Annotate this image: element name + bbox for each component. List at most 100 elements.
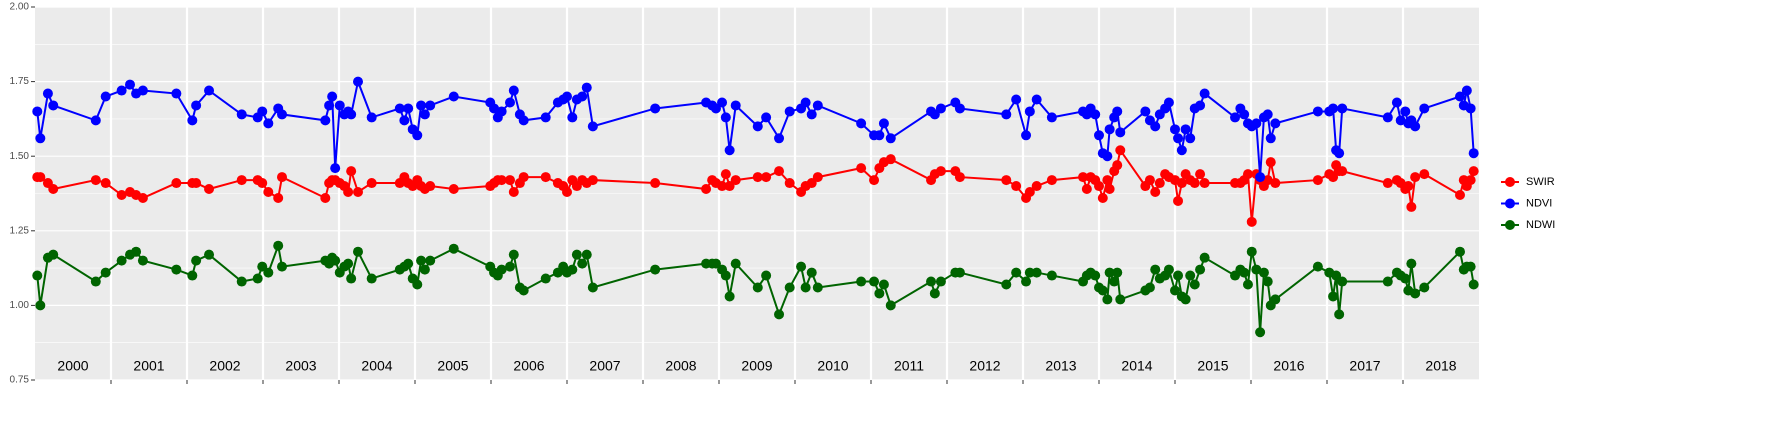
data-point: [320, 115, 331, 126]
data-point: [869, 175, 880, 186]
year-label: 2013: [1045, 358, 1076, 374]
data-point: [1410, 172, 1421, 183]
data-point: [1021, 276, 1032, 287]
data-point: [116, 255, 127, 266]
data-point: [1104, 124, 1115, 135]
year-label: 2017: [1349, 358, 1380, 374]
data-point: [1180, 294, 1191, 305]
data-point: [540, 112, 551, 123]
data-point: [724, 291, 735, 302]
data-point: [800, 282, 811, 293]
data-point: [571, 249, 582, 260]
legend-label: SWIR: [1526, 176, 1555, 188]
data-point: [1455, 246, 1465, 257]
data-point: [1195, 169, 1206, 180]
data-point: [562, 91, 572, 102]
data-point: [1403, 181, 1414, 192]
data-point: [100, 267, 111, 278]
data-point: [171, 264, 182, 275]
data-point: [1170, 285, 1180, 296]
data-point: [1104, 267, 1115, 278]
data-point: [416, 100, 427, 111]
data-point: [366, 112, 377, 123]
data-point: [717, 97, 728, 108]
data-point: [1337, 276, 1348, 287]
data-point: [505, 175, 515, 186]
data-point: [1176, 145, 1187, 156]
year-label: 2002: [209, 358, 240, 374]
year-label: 2006: [513, 358, 544, 374]
data-point: [171, 178, 182, 189]
data-point: [1455, 91, 1465, 102]
year-label: 2011: [894, 358, 924, 374]
data-point: [587, 282, 598, 293]
year-label: 2001: [133, 358, 164, 374]
data-point: [399, 115, 410, 126]
y-tick-label: 1.75: [10, 76, 30, 87]
data-point: [1199, 252, 1210, 263]
data-point: [204, 249, 215, 260]
data-point: [1400, 106, 1411, 117]
data-point: [1265, 133, 1276, 144]
data-point: [346, 109, 357, 120]
data-point: [650, 103, 661, 114]
data-point: [416, 255, 427, 266]
data-point: [774, 133, 785, 144]
data-point: [403, 103, 414, 114]
data-point: [505, 261, 515, 272]
data-point: [505, 97, 515, 108]
data-point: [1465, 103, 1476, 114]
data-point: [567, 264, 578, 275]
data-point: [263, 187, 274, 198]
data-point: [32, 106, 43, 117]
data-point: [353, 246, 363, 257]
data-point: [1255, 172, 1266, 183]
data-point: [1419, 169, 1430, 180]
data-point: [425, 100, 436, 111]
data-point: [812, 282, 823, 293]
data-point: [1246, 216, 1257, 227]
data-point: [1262, 109, 1273, 120]
data-point: [273, 240, 284, 251]
data-point: [1337, 103, 1348, 114]
data-point: [277, 172, 287, 183]
data-point: [496, 175, 507, 186]
data-point: [856, 163, 867, 174]
data-point: [236, 109, 247, 120]
data-point: [935, 166, 946, 177]
data-point: [257, 106, 268, 117]
data-point: [650, 178, 661, 189]
data-point: [774, 166, 785, 177]
data-point: [1011, 181, 1022, 192]
data-point: [1419, 103, 1430, 114]
data-point: [935, 276, 946, 287]
data-point: [1094, 181, 1104, 192]
data-point: [1046, 175, 1057, 186]
data-point: [277, 109, 287, 120]
data-point: [812, 100, 823, 111]
data-point: [562, 187, 572, 198]
data-point: [1102, 175, 1113, 186]
data-point: [191, 178, 202, 189]
data-point: [1024, 187, 1035, 198]
data-point: [125, 79, 135, 90]
data-point: [518, 172, 529, 183]
data-point: [587, 121, 598, 132]
data-point: [1382, 112, 1393, 123]
data-point: [761, 112, 772, 123]
data-point: [1185, 270, 1196, 281]
data-point: [1173, 133, 1184, 144]
data-point: [1395, 115, 1406, 126]
year-label: 2015: [1197, 358, 1228, 374]
data-point: [874, 130, 885, 141]
data-point: [874, 288, 885, 299]
data-point: [730, 100, 741, 111]
y-tick-label: 1.00: [10, 300, 30, 311]
data-point: [1090, 109, 1101, 120]
year-label: 2018: [1425, 358, 1456, 374]
data-point: [257, 178, 268, 189]
data-point: [720, 112, 731, 123]
data-point: [343, 187, 354, 198]
data-point: [1189, 178, 1200, 189]
data-point: [1382, 276, 1393, 287]
